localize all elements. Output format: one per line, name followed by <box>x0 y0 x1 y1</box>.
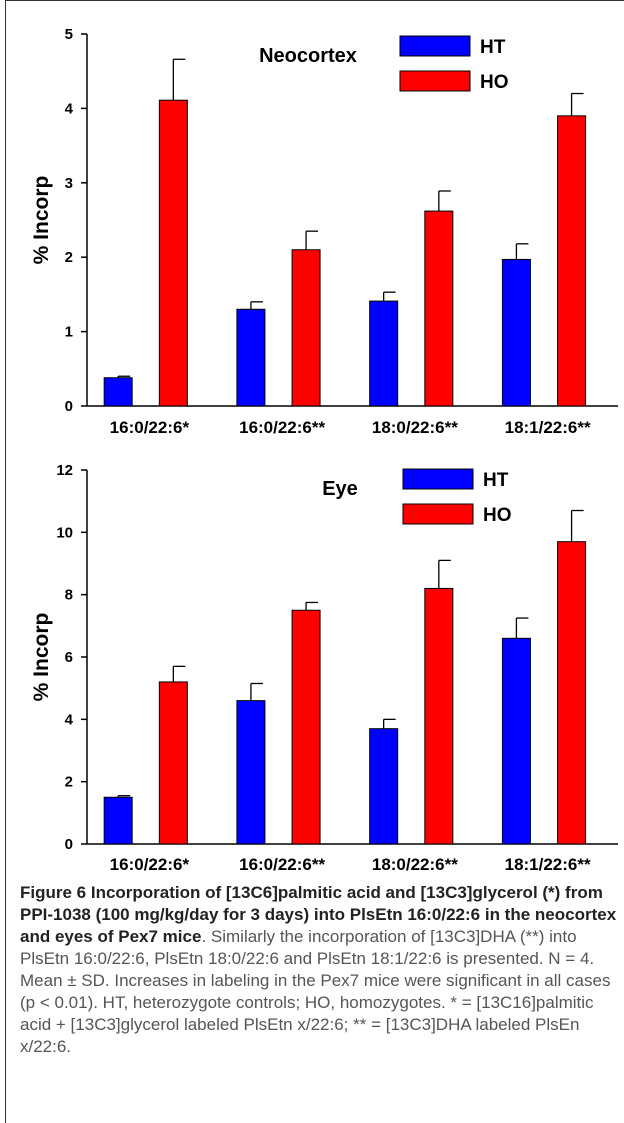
bar-ho <box>158 681 188 845</box>
neocortex-chart: 0 1 2 3 4 5 % Incorp 16:0/22:6* 16:0/22:6** 18:0/… <box>30 26 618 437</box>
legend-swatch-ht <box>399 35 471 57</box>
bar-ho <box>557 115 587 407</box>
legend-swatch-ho <box>399 70 471 92</box>
y-tick-label: 5 <box>65 26 73 43</box>
legend-label-ho: HO <box>483 505 512 526</box>
category-label: 18:1/22:6** <box>505 855 591 874</box>
legend-label-ht: HT <box>480 37 506 58</box>
figure-caption: Figure 6 Incorporation of [13C6]palmitic… <box>20 882 620 1058</box>
caption-lead: Figure 6 Incorporation of [13C6]palmitic… <box>20 883 617 946</box>
chart-title: Neocortex <box>259 45 357 67</box>
caption-body: . Similarly the incorporation of [13C3]D… <box>20 927 611 1056</box>
y-tick-label: 2 <box>65 249 73 266</box>
category-label: 16:0/22:6* <box>110 418 190 437</box>
bar-ht <box>103 796 133 845</box>
bar-ht <box>369 728 399 845</box>
chart-title: Eye <box>322 478 358 500</box>
eye-chart: 0 2 4 6 8 10 12 % Incorp 16:0/22:6* 16:0/22:6** 18… <box>30 462 618 874</box>
y-tick-label: 0 <box>65 398 73 415</box>
y-tick-label: 12 <box>56 462 73 479</box>
bar-ht <box>236 700 266 845</box>
bar-ho <box>158 99 188 407</box>
figure-frame-left <box>5 0 6 1123</box>
y-tick-label: 1 <box>65 324 73 341</box>
y-tick-label: 2 <box>65 774 73 791</box>
y-tick-label: 8 <box>65 587 73 604</box>
category-label: 16:0/22:6** <box>239 418 325 437</box>
bar-ht <box>236 308 266 407</box>
bar-ht <box>369 300 399 407</box>
category-label: 18:1/22:6** <box>505 418 591 437</box>
y-tick-label: 10 <box>56 524 73 541</box>
category-label: 16:0/22:6** <box>239 855 325 874</box>
y-tick-label: 3 <box>65 175 73 192</box>
y-tick-label: 4 <box>65 711 74 728</box>
bar-ho <box>291 609 321 845</box>
legend-label-ht: HT <box>483 470 509 491</box>
bar-ho <box>291 249 321 407</box>
category-label: 18:0/22:6** <box>372 418 458 437</box>
legend-label-ho: HO <box>480 72 509 93</box>
bar-ho <box>557 541 587 845</box>
bar-ho <box>424 210 454 407</box>
bar-ht <box>501 258 531 407</box>
y-axis-label: % Incorp <box>30 613 53 702</box>
y-axis-label: % Incorp <box>30 176 53 265</box>
y-tick-label: 4 <box>65 100 74 117</box>
y-tick-label: 6 <box>65 649 73 666</box>
y-tick-label: 0 <box>65 836 73 853</box>
bar-ho <box>424 587 454 845</box>
category-label: 16:0/22:6* <box>110 855 190 874</box>
figure-frame-top <box>5 0 624 1</box>
legend-swatch-ht <box>402 468 474 490</box>
legend-swatch-ho <box>402 503 474 525</box>
category-label: 18:0/22:6** <box>372 855 458 874</box>
bar-ht <box>501 637 531 845</box>
bar-ht <box>103 377 133 407</box>
